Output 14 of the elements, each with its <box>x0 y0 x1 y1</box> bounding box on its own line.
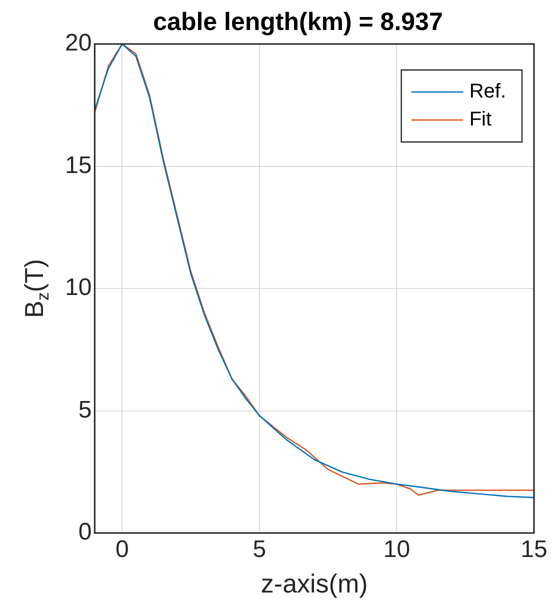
x-tick-label: 10 <box>383 536 410 564</box>
legend-label: Fit <box>469 108 492 131</box>
x-tick-label: 0 <box>115 536 129 564</box>
x-axis-title: z-axis(m) <box>260 568 368 599</box>
y-tick-label: 0 <box>78 518 92 546</box>
y-tick-label: 5 <box>78 396 92 424</box>
y-tick-label: 20 <box>64 30 92 57</box>
x-tick-label: 15 <box>520 536 548 564</box>
legend-label: Ref. <box>469 80 506 103</box>
x-tick-label: 5 <box>252 536 266 564</box>
y-tick-label: 15 <box>64 152 92 179</box>
y-axis-title: Bz(T) <box>19 258 53 318</box>
y-tick-label: 10 <box>64 274 92 302</box>
chart-title: cable length(km) = 8.937 <box>153 8 443 36</box>
